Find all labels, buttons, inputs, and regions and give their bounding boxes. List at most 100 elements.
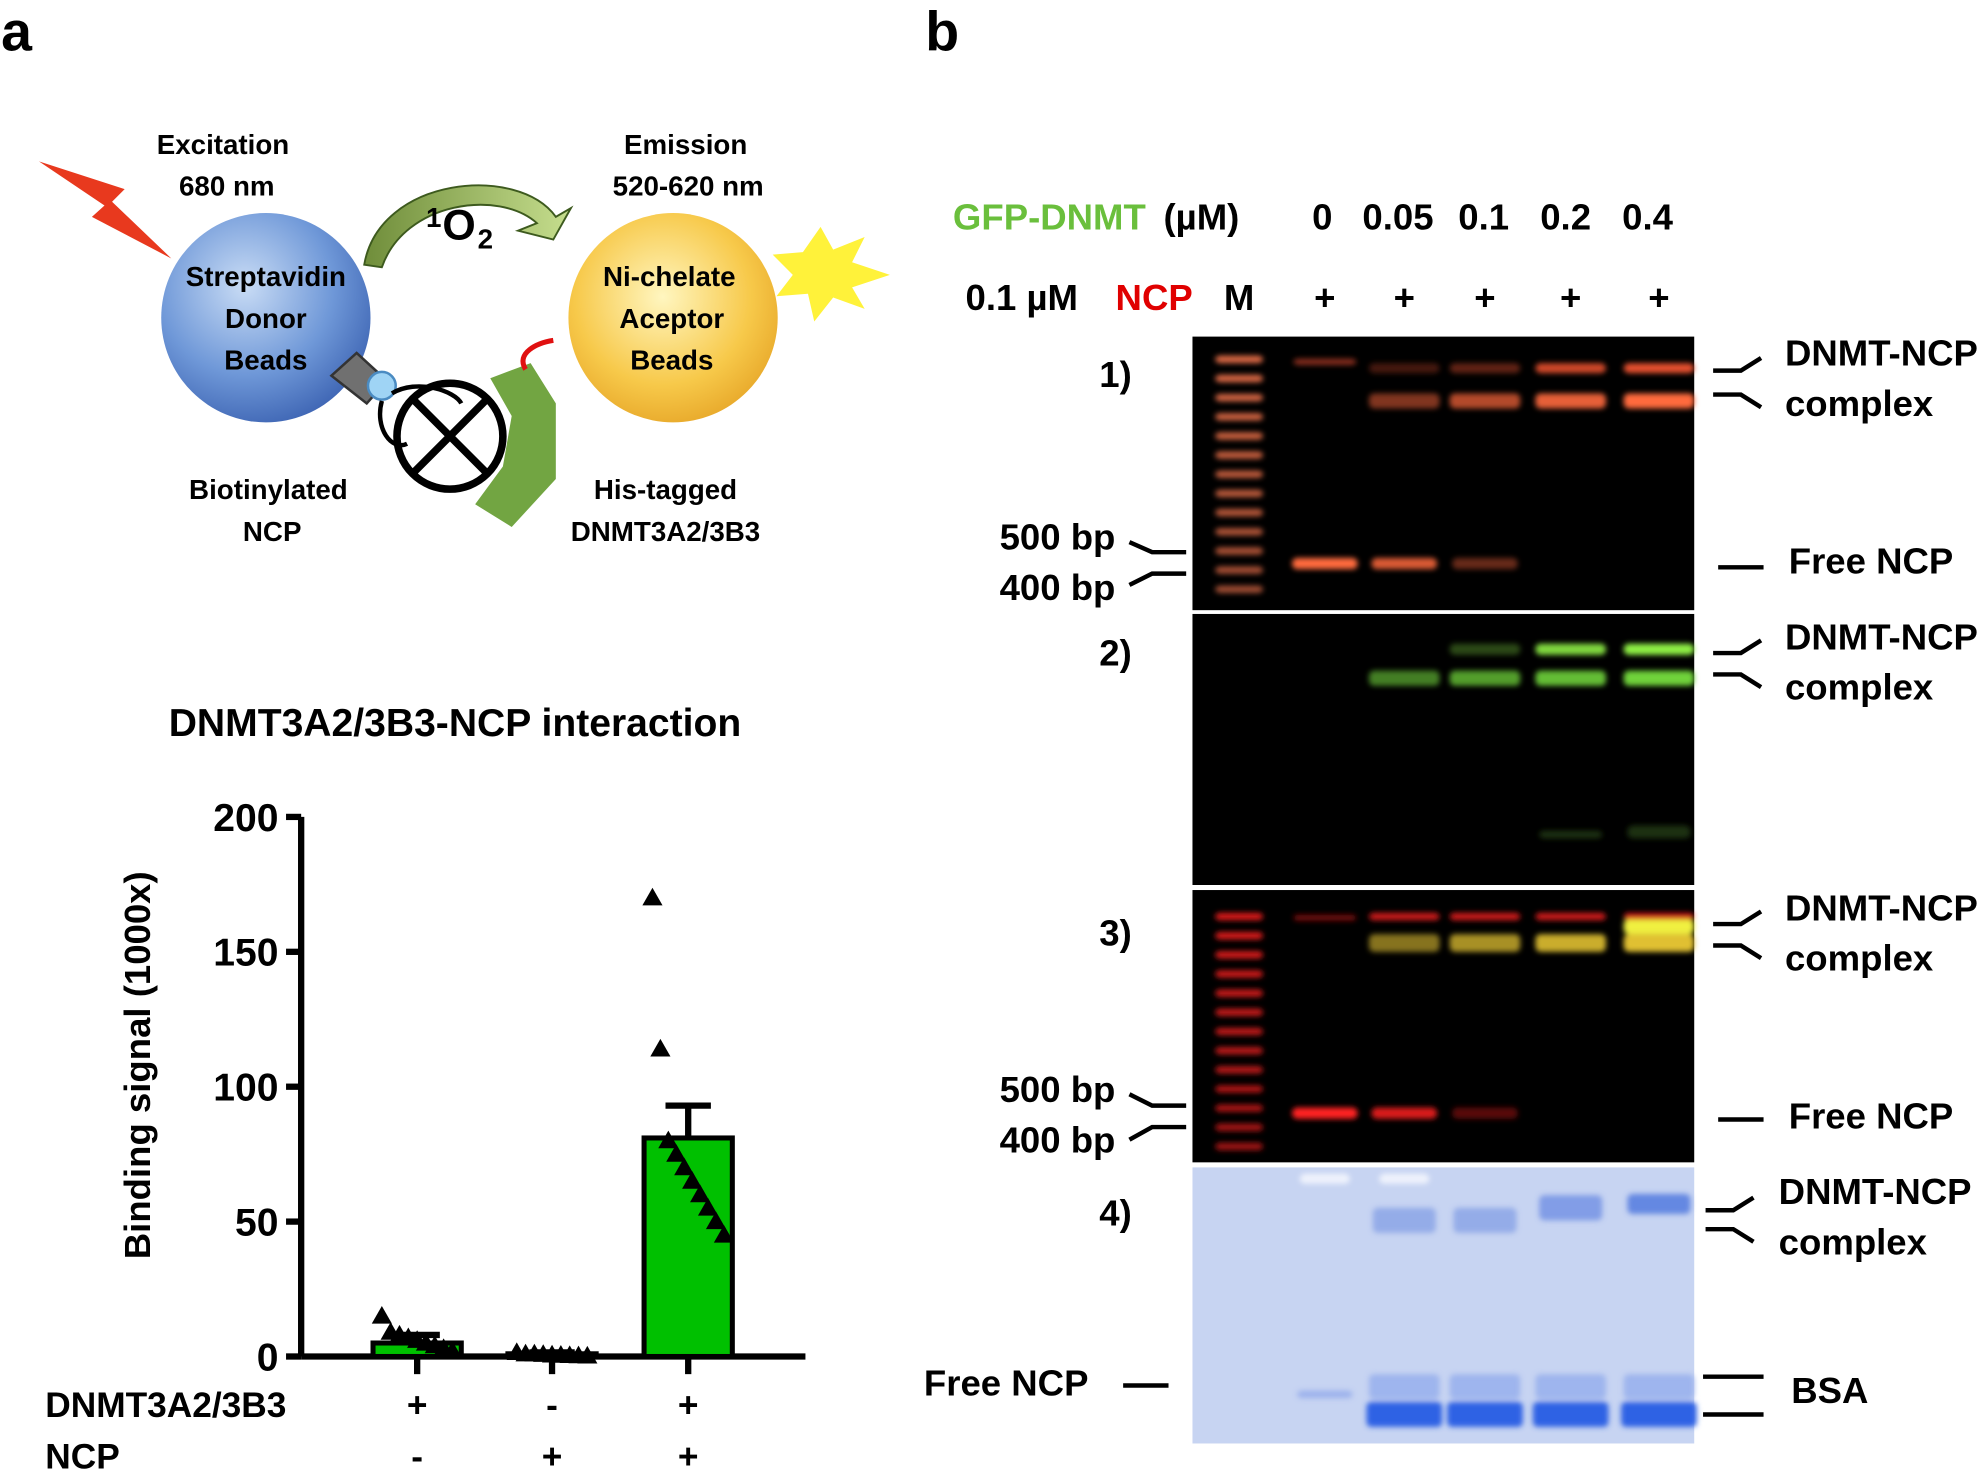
band bbox=[1368, 934, 1440, 952]
plus-sign: + bbox=[1394, 277, 1415, 318]
condition-value: + bbox=[542, 1438, 563, 1475]
band bbox=[1215, 527, 1264, 536]
diagram-label: Beads bbox=[224, 344, 307, 375]
gel-image bbox=[1192, 1167, 1695, 1444]
band bbox=[1215, 508, 1264, 517]
band bbox=[1449, 670, 1521, 686]
concentration: 0 bbox=[1312, 196, 1332, 237]
brackets bbox=[1123, 356, 1764, 1417]
band bbox=[1215, 432, 1264, 440]
data-point bbox=[713, 1225, 735, 1243]
ncp-name: NCP bbox=[1116, 277, 1193, 318]
error-bar bbox=[665, 1102, 711, 1138]
band bbox=[1623, 363, 1695, 374]
molecule: O bbox=[442, 202, 475, 250]
diagram-label: 680 nm bbox=[179, 170, 275, 201]
gel-label: 2) bbox=[1099, 633, 1132, 674]
band-label: DNMT-NCP bbox=[1785, 887, 1978, 928]
chart-title: DNMT3A2/3B3-NCP interaction bbox=[169, 702, 742, 745]
band bbox=[1447, 1401, 1523, 1428]
band-label: complex bbox=[1785, 383, 1934, 424]
band bbox=[1623, 919, 1695, 935]
band bbox=[1292, 1107, 1358, 1119]
band-label: DNMT-NCP bbox=[1779, 1171, 1972, 1212]
data-point bbox=[705, 1211, 727, 1230]
band bbox=[1215, 970, 1264, 978]
y-tick-label: 50 bbox=[235, 1201, 278, 1244]
data-point bbox=[442, 1341, 463, 1359]
data-point bbox=[682, 1171, 703, 1189]
band bbox=[1535, 1374, 1606, 1400]
diagram-label: Emission bbox=[624, 129, 747, 160]
band bbox=[1215, 566, 1264, 574]
diagram-label: Excitation bbox=[157, 129, 289, 160]
band bbox=[1215, 951, 1264, 959]
band bbox=[1215, 451, 1264, 459]
band bbox=[1379, 1173, 1430, 1184]
superscript: 1 bbox=[426, 202, 441, 233]
gel-label: 1) bbox=[1099, 354, 1132, 395]
condition-value: - bbox=[411, 1438, 423, 1475]
condition-value: + bbox=[678, 1438, 699, 1475]
band bbox=[1368, 363, 1440, 374]
band bbox=[1293, 358, 1357, 365]
band-label: complex bbox=[1785, 667, 1934, 708]
plus-sign: + bbox=[1648, 277, 1669, 318]
data-point bbox=[690, 1184, 711, 1203]
band bbox=[1215, 931, 1264, 940]
band bbox=[1623, 912, 1695, 921]
diagram-label: Donor bbox=[225, 303, 307, 334]
band-label: complex bbox=[1779, 1221, 1928, 1262]
band bbox=[1215, 1142, 1264, 1151]
band bbox=[1535, 670, 1606, 686]
y-axis-label: Binding signal (1000x) bbox=[117, 871, 158, 1259]
band-label: BSA bbox=[1791, 1370, 1868, 1411]
band bbox=[1449, 393, 1521, 409]
gel-label: 3) bbox=[1099, 913, 1132, 954]
band bbox=[1215, 989, 1264, 997]
gel-bands bbox=[1215, 355, 1697, 1428]
panel-label: a bbox=[1, 0, 33, 62]
band bbox=[1366, 1401, 1443, 1428]
band-label: complex bbox=[1785, 938, 1934, 979]
band bbox=[1623, 1374, 1695, 1400]
plus-sign: + bbox=[1314, 277, 1335, 318]
band-label: Free NCP bbox=[1789, 1095, 1954, 1136]
concentration: 0.1 bbox=[1458, 196, 1509, 237]
band bbox=[1621, 1401, 1697, 1428]
band bbox=[1623, 393, 1695, 409]
band bbox=[1215, 585, 1264, 594]
band bbox=[1623, 643, 1695, 655]
band bbox=[1215, 1104, 1264, 1112]
band bbox=[1215, 1008, 1264, 1017]
data-point bbox=[697, 1198, 719, 1216]
band bbox=[1368, 393, 1440, 409]
band bbox=[1215, 413, 1264, 421]
band bbox=[1215, 489, 1264, 498]
band bbox=[1299, 1173, 1351, 1184]
band bbox=[1215, 1027, 1264, 1036]
bar-chart: 0 50 100 150 200 DNMT3A2/3B3 + - + NCP - + + bbox=[45, 797, 806, 1475]
band bbox=[1215, 470, 1264, 479]
plus-sign: + bbox=[1560, 277, 1581, 318]
size-label: 400 bp bbox=[1000, 567, 1116, 608]
data-point bbox=[674, 1157, 695, 1176]
band bbox=[1535, 934, 1606, 952]
concentration: 0.2 bbox=[1540, 196, 1591, 237]
band bbox=[1535, 363, 1606, 374]
marker-lane-label: M bbox=[1224, 277, 1254, 318]
diagram-label: NCP bbox=[243, 516, 302, 547]
band bbox=[1535, 643, 1606, 655]
band bbox=[1453, 1207, 1517, 1233]
band bbox=[1215, 1046, 1264, 1055]
condition-name: DNMT3A2/3B3 bbox=[45, 1386, 286, 1425]
unit: (µM) bbox=[1163, 196, 1239, 237]
subscript: 2 bbox=[478, 223, 493, 254]
band bbox=[1215, 1085, 1264, 1093]
data-point bbox=[371, 1305, 392, 1324]
condition-value: - bbox=[546, 1386, 558, 1425]
band bbox=[1449, 643, 1521, 655]
assay-diagram bbox=[38, 161, 890, 527]
band bbox=[1627, 825, 1691, 839]
